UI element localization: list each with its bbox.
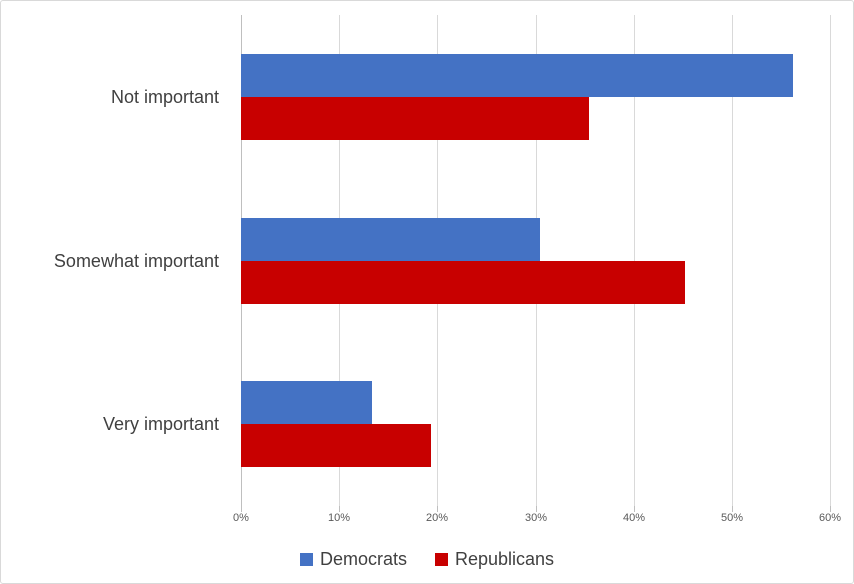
axis-tick-mark <box>241 506 242 512</box>
legend-item-democrats: Democrats <box>299 548 407 570</box>
legend-swatch-republicans-icon <box>434 552 448 566</box>
category-label-somewhat-important: Somewhat important <box>53 251 219 271</box>
axis-tick-label-40-: 40% <box>622 512 646 524</box>
axis-tick-mark <box>437 506 438 512</box>
axis-tick-mark <box>339 506 340 512</box>
legend-label-democrats: Democrats <box>319 548 407 569</box>
axis-tick-mark <box>732 506 733 512</box>
legend-item-republicans: Republicans <box>434 548 555 570</box>
plot-area <box>241 15 831 506</box>
legend: Democrats Republicans <box>1 544 853 574</box>
axis-tick-label-30-: 30% <box>524 512 548 524</box>
axis-tick-label-0-: 0% <box>233 512 249 524</box>
axis-tick-mark <box>536 506 537 512</box>
axis-tick-mark <box>634 506 635 512</box>
axis-tick-mark <box>830 506 831 512</box>
axis-tick-label-50-: 50% <box>720 512 744 524</box>
gridline <box>830 15 831 506</box>
bar-democrats-very-important <box>241 381 372 424</box>
category-label-very-important: Very important <box>102 414 219 434</box>
legend-swatch-democrats-icon <box>299 552 313 566</box>
bar-democrats-not-important <box>241 54 793 97</box>
gridline <box>732 15 733 506</box>
legend-label-republicans: Republicans <box>454 548 555 569</box>
axis-tick-label-60-: 60% <box>818 512 842 524</box>
bar-republicans-somewhat-important <box>241 261 685 304</box>
axis-tick-label-10-: 10% <box>327 512 351 524</box>
bar-democrats-somewhat-important <box>241 218 540 261</box>
gridline <box>634 15 635 506</box>
axis-tick-label-20-: 20% <box>425 512 449 524</box>
bar-republicans-very-important <box>241 424 431 467</box>
bar-republicans-not-important <box>241 97 589 140</box>
category-label-not-important: Not important <box>110 87 219 107</box>
